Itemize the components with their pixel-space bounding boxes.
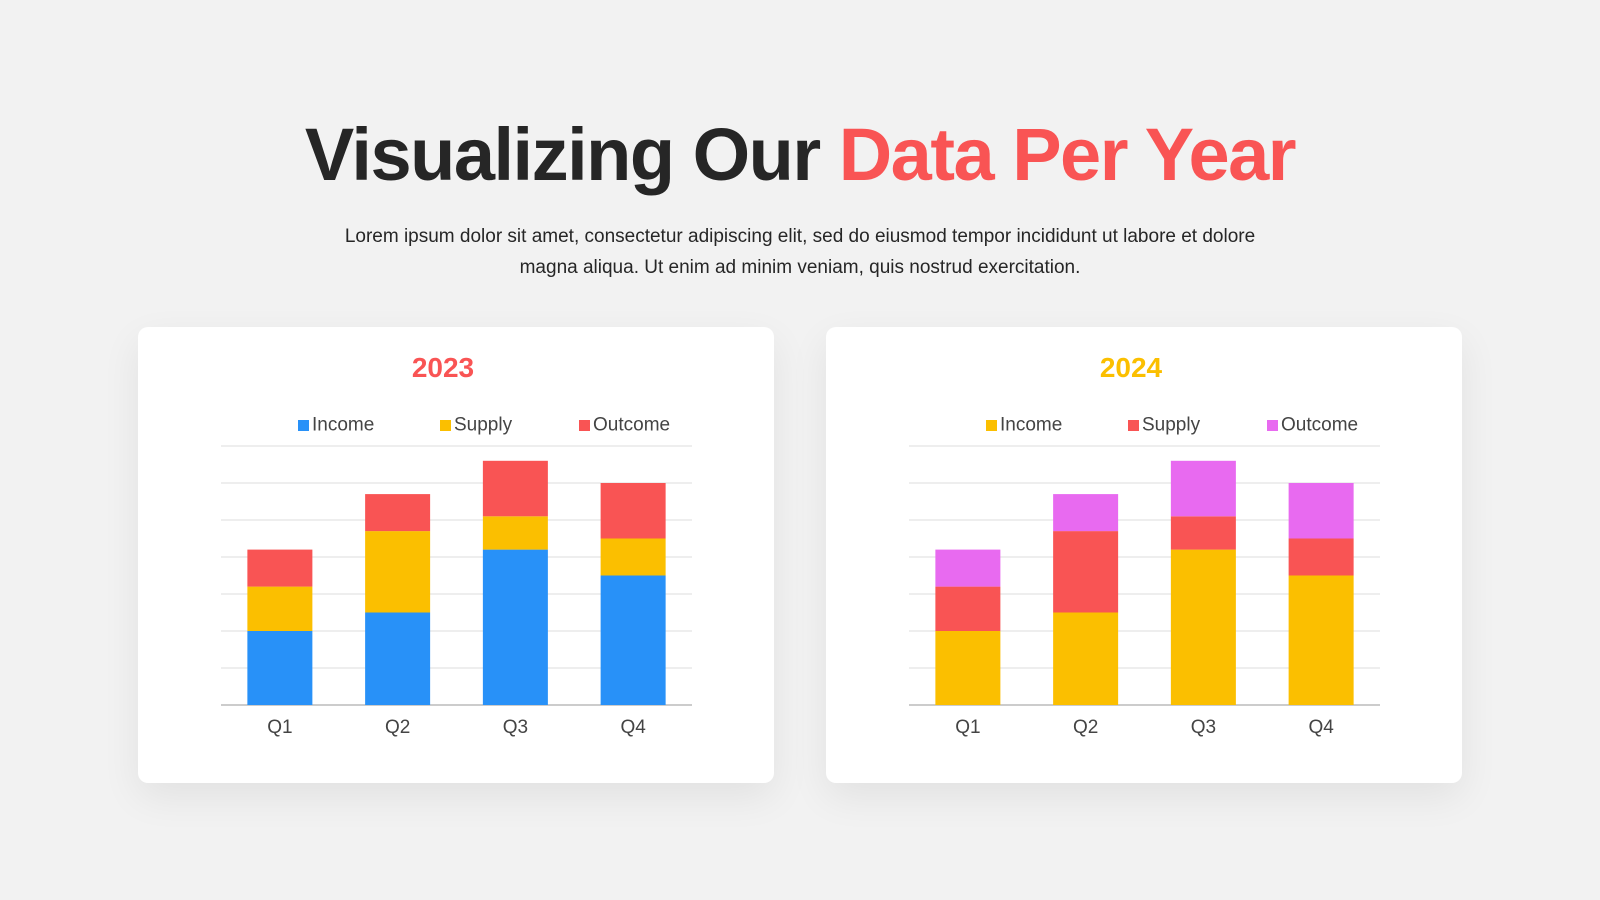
x-tick-label: Q3	[1191, 717, 1216, 738]
legend-swatch-income	[986, 420, 997, 431]
legend-swatch-income	[298, 420, 309, 431]
bar-outcome-q1	[247, 549, 313, 587]
x-tick-label: Q4	[620, 717, 646, 738]
bar-outcome-q4	[600, 483, 666, 539]
title-main: Visualizing Our	[304, 113, 821, 196]
chart-2023: 2023 Income Supply Outcome Q1 Q2 Q3 Q4	[221, 352, 692, 738]
legend-label-income: Income	[312, 415, 374, 436]
bar-income-q3	[1170, 549, 1236, 705]
legend-label-supply: Supply	[454, 415, 513, 436]
bar-supply-q3	[482, 516, 548, 550]
title-accent: Data Per Year	[838, 113, 1297, 196]
x-tick-label: Q1	[955, 717, 980, 738]
bar-income-q4	[600, 575, 666, 705]
legend-label-supply: Supply	[1142, 415, 1201, 436]
bar-supply-q2	[365, 531, 431, 613]
bar-income-q1	[935, 631, 1001, 705]
x-tick-label: Q3	[503, 717, 528, 738]
x-tick-label: Q4	[1308, 717, 1334, 738]
chart-card-2024: 2024 Income Supply Outcome Q1 Q2 Q3 Q4	[826, 327, 1462, 783]
chart-title: 2024	[1100, 352, 1163, 383]
legend-label-outcome: Outcome	[1281, 415, 1358, 436]
x-tick-label: Q2	[385, 717, 410, 738]
bar-outcome-q3	[482, 460, 548, 517]
x-tick-label: Q2	[1073, 717, 1098, 738]
bar-outcome-q1	[935, 549, 1001, 587]
page-subtitle: Lorem ipsum dolor sit amet, consectetur …	[344, 226, 1256, 278]
legend-swatch-supply	[440, 420, 451, 431]
legend-swatch-outcome	[579, 420, 590, 431]
chart-title: 2023	[412, 352, 474, 383]
bar-supply-q4	[1288, 538, 1354, 576]
chart-card-2023: 2023 Income Supply Outcome Q1 Q2 Q3 Q4	[138, 327, 774, 783]
legend-swatch-outcome	[1267, 420, 1278, 431]
legend-label-income: Income	[1000, 415, 1062, 436]
page-title: Visualizing Our Data Per Year	[0, 112, 1600, 197]
bar-supply-q2	[1053, 531, 1119, 613]
bar-income-q4	[1288, 575, 1354, 705]
bar-supply-q1	[247, 586, 313, 631]
bar-income-q1	[247, 631, 313, 705]
bar-outcome-q2	[1053, 494, 1119, 532]
bar-income-q2	[365, 612, 431, 705]
legend-swatch-supply	[1128, 420, 1139, 431]
bar-supply-q1	[935, 586, 1001, 631]
x-tick-label: Q1	[267, 717, 292, 738]
bar-outcome-q2	[365, 494, 431, 532]
bar-outcome-q3	[1170, 460, 1236, 517]
bar-income-q3	[482, 549, 548, 705]
chart-2024: 2024 Income Supply Outcome Q1 Q2 Q3 Q4	[909, 352, 1380, 738]
legend-label-outcome: Outcome	[593, 415, 670, 436]
bar-supply-q4	[600, 538, 666, 576]
bar-income-q2	[1053, 612, 1119, 705]
bar-supply-q3	[1170, 516, 1236, 550]
bar-outcome-q4	[1288, 483, 1354, 539]
